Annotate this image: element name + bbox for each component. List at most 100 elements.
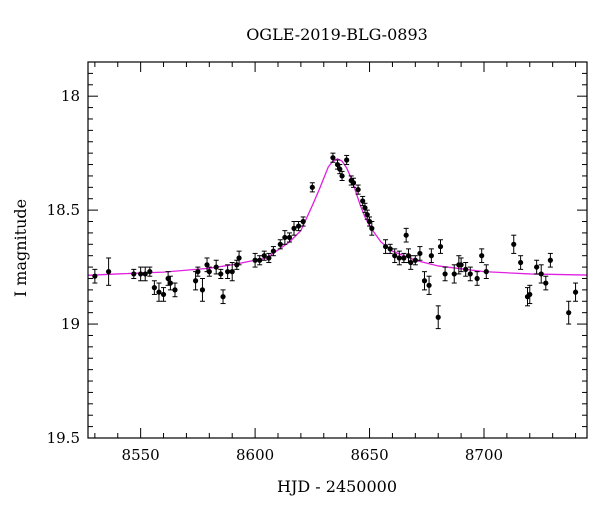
data-point [151,280,157,295]
data-point-marker [412,257,418,263]
data-point-marker [369,225,375,231]
data-point [172,282,178,298]
data-point-marker [199,287,206,293]
data-point-marker [401,255,407,261]
data-point [403,227,409,243]
data-point [282,230,288,245]
data-point [458,257,464,273]
model-curve-layer [87,158,588,276]
y-axis-label: I magnitude [11,199,30,297]
data-points-layer [92,152,579,330]
data-point [106,257,112,286]
x-tick-label: 8700 [465,446,503,464]
data-point-marker [266,255,272,261]
data-point-marker [337,166,343,172]
data-point [417,246,423,261]
data-point-marker [474,275,480,282]
data-point [392,248,398,264]
data-point-marker [167,280,174,286]
data-point-marker [511,241,517,247]
data-point-marker [147,269,153,275]
data-point [236,250,242,266]
data-point-marker [417,250,423,257]
data-point [167,275,174,291]
data-point-marker [172,287,178,293]
data-point-marker [252,257,258,263]
data-point [483,264,489,279]
data-point-marker [403,232,409,238]
data-point-marker [442,271,448,277]
data-point-marker [291,225,297,231]
data-point [538,264,544,284]
ticks-layer: 8550 8600 8650 8700 18 18.5 19 19.5 [47,61,587,464]
data-point [142,266,148,282]
data-point-marker [534,264,540,270]
data-point-marker [165,275,171,282]
data-point [479,248,485,264]
data-point-marker [547,257,553,263]
data-point-marker [483,269,489,275]
data-point [364,209,370,220]
data-point [437,239,444,254]
data-point [566,300,572,325]
data-point-marker [142,271,148,277]
data-point-marker [572,289,579,295]
data-point [270,246,277,257]
data-point [286,232,293,243]
x-axis-label: HJD - 2450000 [277,477,397,496]
data-point [339,170,345,181]
data-point [511,234,517,254]
data-point-marker [220,294,226,300]
data-point-marker [138,271,144,277]
data-point [451,264,457,284]
data-point [266,252,272,264]
data-point-marker [309,184,315,190]
data-point-marker [362,205,368,211]
data-point-marker [92,273,98,279]
data-point [261,250,267,261]
data-point [147,266,153,277]
data-point [220,289,226,305]
data-point-marker [286,234,293,241]
data-point [362,202,368,213]
data-point-marker [364,212,370,218]
data-point-marker [204,262,210,268]
data-point [426,275,432,295]
data-point [206,266,212,277]
data-point-marker [426,282,432,288]
data-point [408,255,414,270]
data-point-marker [382,243,389,250]
x-tick-label: 8650 [350,446,388,464]
chart-title: OGLE-2019-BLG-0893 [246,25,428,44]
data-point-marker [151,285,157,291]
y-tick-label: 18.5 [47,201,80,219]
data-point-marker [428,253,434,259]
data-point-marker [350,180,357,186]
data-point [350,177,357,188]
data-point-marker [330,155,336,161]
data-point-marker [538,271,544,277]
y-tick-label: 18 [61,87,80,105]
data-point-marker [282,234,288,241]
data-point-marker [261,253,267,259]
data-point [547,252,553,268]
data-point-marker [437,243,444,250]
data-point [92,268,98,284]
data-point [405,248,412,264]
data-point [330,152,336,163]
data-point [421,271,428,291]
data-point [160,287,167,302]
data-point [195,266,201,277]
data-point [572,282,579,302]
data-point [257,255,263,266]
data-point-marker [518,259,524,266]
data-point [360,195,366,207]
data-point [218,268,224,279]
data-point [435,305,441,330]
data-point [225,264,231,279]
data-point-marker [218,271,224,277]
x-tick-label: 8550 [122,446,160,464]
data-point [527,284,533,305]
x-tick-label: 8600 [236,446,274,464]
data-point-marker [300,218,306,225]
